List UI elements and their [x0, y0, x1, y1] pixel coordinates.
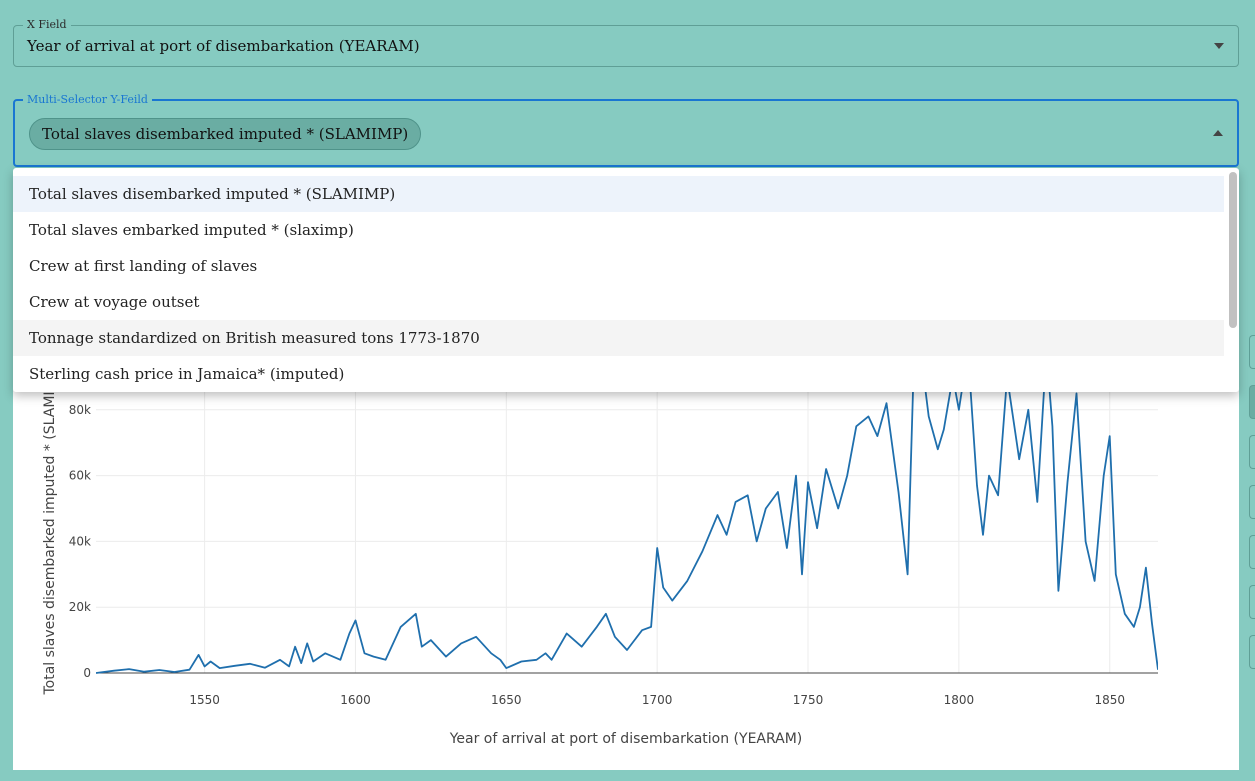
- x-field-select[interactable]: X Field Year of arrival at port of disem…: [13, 18, 1239, 67]
- dropdown-option[interactable]: Tonnage standardized on British measured…: [13, 320, 1224, 356]
- x-field-label: X Field: [23, 18, 71, 32]
- dropdown-option[interactable]: Sterling cash price in Jamaica* (imputed…: [29, 365, 345, 383]
- line-chart: 1550 1600 1650 1700 1750 1800 1850 0 20k 40k 60k 80…: [42, 343, 1158, 747]
- dropdown-option[interactable]: Total slaves disembarked imputed * (SLAM…: [13, 176, 1224, 212]
- dropdown-option[interactable]: Crew at voyage outset: [29, 293, 200, 311]
- x-tick-label: 1650: [491, 693, 522, 707]
- y-tick-label: 80k: [69, 403, 91, 417]
- side-tab[interactable]: [1249, 635, 1255, 669]
- series-line: [96, 343, 1158, 674]
- x-tick-label: 1850: [1094, 693, 1125, 707]
- y-tick-label: 60k: [69, 469, 91, 483]
- x-field-value: Year of arrival at port of disembarkatio…: [27, 37, 420, 55]
- side-tab[interactable]: [1249, 485, 1255, 519]
- selected-chip[interactable]: Total slaves disembarked imputed * (SLAM…: [29, 118, 422, 150]
- chevron-down-icon[interactable]: [1214, 43, 1224, 49]
- x-tick-label: 1550: [189, 693, 220, 707]
- y-tick-label: 0: [83, 666, 91, 680]
- dropdown-option[interactable]: Crew at first landing of slaves: [29, 257, 258, 275]
- y-field-dropdown-menu: Total slaves disembarked imputed * (SLAM…: [13, 168, 1239, 392]
- side-tab[interactable]: [1249, 535, 1255, 569]
- dropdown-options: Total slaves disembarked imputed * (SLAM…: [13, 168, 1239, 392]
- side-tab[interactable]: [1249, 435, 1255, 469]
- y-tick-label: 40k: [69, 534, 91, 548]
- x-tick-label: 1750: [793, 693, 824, 707]
- x-tick-label: 1600: [340, 693, 371, 707]
- chevron-up-icon[interactable]: [1213, 130, 1223, 136]
- y-axis-title: Total slaves disembarked imputed * (SLAM…: [42, 365, 58, 695]
- side-tab[interactable]: [1249, 585, 1255, 619]
- x-axis-title: Year of arrival at port of disembarkatio…: [449, 731, 803, 747]
- side-tab[interactable]: [1249, 385, 1255, 419]
- side-tab[interactable]: [1249, 335, 1255, 369]
- y-field-multiselect[interactable]: Multi-Selector Y-Feild Total slaves dise…: [13, 93, 1239, 167]
- y-tick-label: 20k: [69, 600, 91, 614]
- dropdown-scrollbar[interactable]: [1229, 172, 1237, 328]
- x-tick-label: 1700: [642, 693, 673, 707]
- y-field-label: Multi-Selector Y-Feild: [23, 93, 152, 107]
- chart-panel: 1550 1600 1650 1700 1750 1800 1850 0 20k 40k 60k 80…: [13, 330, 1239, 770]
- x-tick-label: 1800: [944, 693, 975, 707]
- dropdown-option[interactable]: Total slaves embarked imputed * (slaximp…: [29, 221, 354, 239]
